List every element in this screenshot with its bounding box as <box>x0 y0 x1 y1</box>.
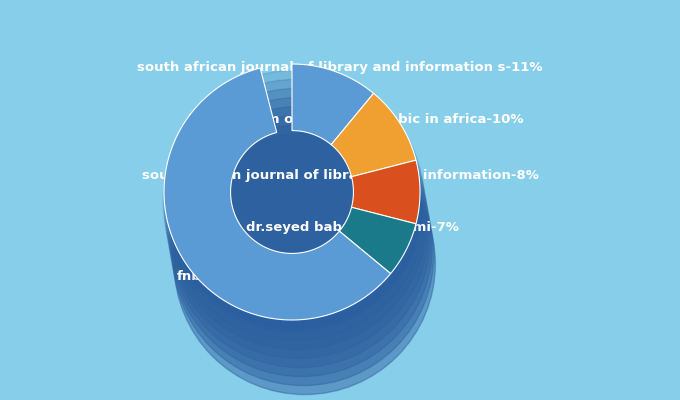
Circle shape <box>169 106 430 368</box>
Polygon shape <box>339 207 416 274</box>
Polygon shape <box>164 193 420 321</box>
Text: dr.seyed babak ebrahimi-7%: dr.seyed babak ebrahimi-7% <box>245 222 458 234</box>
Circle shape <box>165 80 426 340</box>
Polygon shape <box>165 196 421 324</box>
Polygon shape <box>165 197 421 325</box>
Polygon shape <box>292 64 373 145</box>
Circle shape <box>173 124 434 386</box>
Polygon shape <box>165 194 421 322</box>
Text: the problem of teaching arabic in africa-10%: the problem of teaching arabic in africa… <box>188 114 524 126</box>
Polygon shape <box>166 198 422 326</box>
Polygon shape <box>165 195 421 323</box>
Polygon shape <box>352 160 420 224</box>
Circle shape <box>166 88 427 350</box>
Polygon shape <box>331 93 416 177</box>
Polygon shape <box>166 201 422 329</box>
Polygon shape <box>165 198 422 326</box>
Circle shape <box>174 134 435 394</box>
Polygon shape <box>164 68 390 320</box>
Text: south african journal of libraries and information-8%: south african journal of libraries and i… <box>141 170 539 182</box>
Text: fnb-60%: fnb-60% <box>177 270 239 282</box>
Polygon shape <box>166 199 422 327</box>
Circle shape <box>163 70 424 332</box>
Polygon shape <box>166 200 422 328</box>
Polygon shape <box>167 202 422 330</box>
Text: south african journal of library and information s-11%: south african journal of library and inf… <box>137 62 543 74</box>
Polygon shape <box>165 194 420 322</box>
Circle shape <box>171 116 432 376</box>
Circle shape <box>168 98 429 358</box>
